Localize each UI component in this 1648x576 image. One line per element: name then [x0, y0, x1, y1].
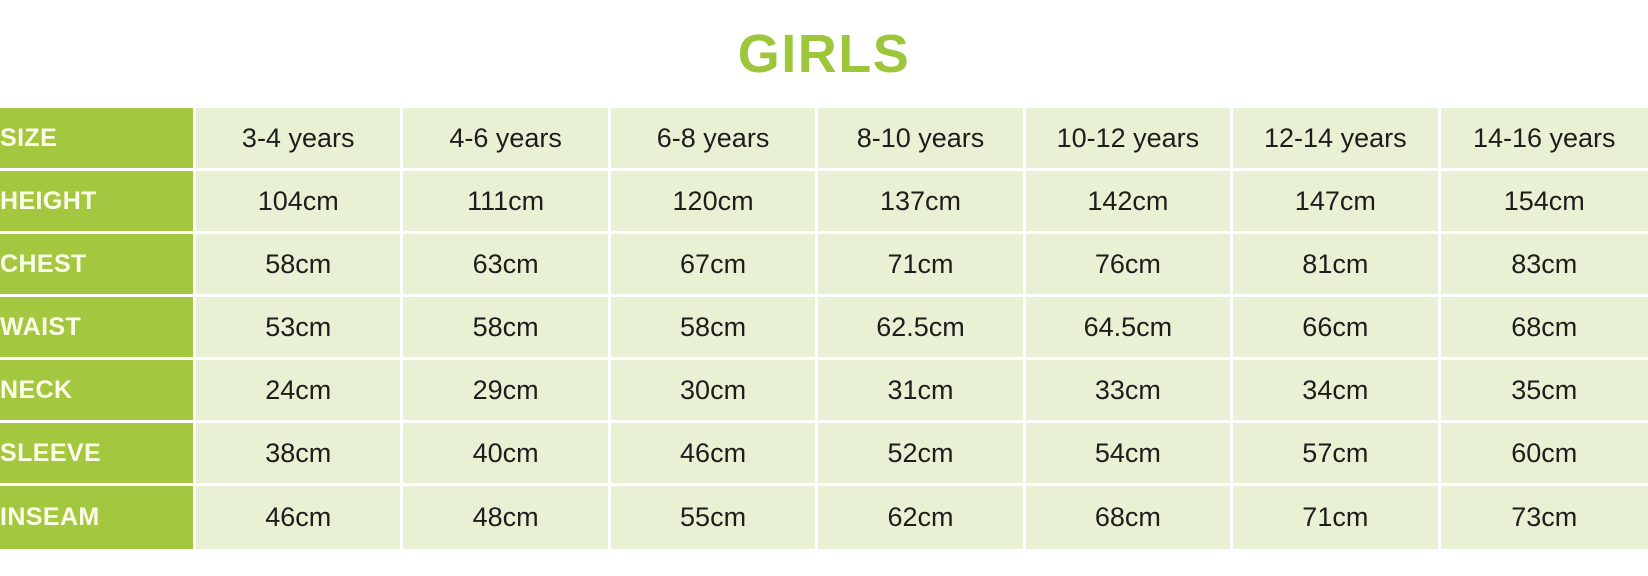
column-header-size-4: 10-12 years [1025, 108, 1234, 171]
table-row: WAIST 53cm 58cm 58cm 62.5cm 64.5cm 66cm … [0, 297, 1648, 360]
title-bar: GIRLS [0, 0, 1648, 108]
column-header-size: SIZE [0, 108, 196, 171]
table-row: NECK 24cm 29cm 30cm 31cm 33cm 34cm 35cm [0, 360, 1648, 423]
cell-sleeve-3-4: 38cm [196, 423, 404, 486]
cell-inseam-10-12: 68cm [1025, 486, 1234, 549]
cell-chest-10-12: 76cm [1025, 234, 1234, 297]
row-label-height: HEIGHT [0, 171, 196, 234]
size-chart-table: SIZE 3-4 years 4-6 years 6-8 years 8-10 … [0, 108, 1648, 549]
cell-sleeve-12-14: 57cm [1233, 423, 1441, 486]
cell-neck-6-8: 30cm [610, 360, 819, 423]
row-label-sleeve: SLEEVE [0, 423, 196, 486]
page-title: GIRLS [737, 24, 911, 84]
cell-height-3-4: 104cm [196, 171, 404, 234]
cell-waist-10-12: 64.5cm [1025, 297, 1234, 360]
column-header-size-5: 12-14 years [1233, 108, 1441, 171]
column-header-size-1: 4-6 years [403, 108, 611, 171]
cell-sleeve-14-16: 60cm [1440, 423, 1648, 486]
cell-neck-12-14: 34cm [1233, 360, 1441, 423]
cell-height-10-12: 142cm [1025, 171, 1234, 234]
cell-sleeve-8-10: 52cm [818, 423, 1026, 486]
cell-neck-8-10: 31cm [818, 360, 1026, 423]
cell-height-14-16: 154cm [1440, 171, 1648, 234]
cell-inseam-6-8: 55cm [610, 486, 819, 549]
column-header-size-0: 3-4 years [196, 108, 404, 171]
cell-waist-12-14: 66cm [1233, 297, 1441, 360]
column-header-size-6: 14-16 years [1440, 108, 1648, 171]
cell-inseam-4-6: 48cm [403, 486, 611, 549]
cell-neck-10-12: 33cm [1025, 360, 1234, 423]
cell-chest-8-10: 71cm [818, 234, 1026, 297]
cell-inseam-14-16: 73cm [1440, 486, 1648, 549]
cell-sleeve-4-6: 40cm [403, 423, 611, 486]
cell-inseam-12-14: 71cm [1233, 486, 1441, 549]
cell-neck-4-6: 29cm [403, 360, 611, 423]
cell-chest-4-6: 63cm [403, 234, 611, 297]
cell-height-12-14: 147cm [1233, 171, 1441, 234]
table-header-row: SIZE 3-4 years 4-6 years 6-8 years 8-10 … [0, 108, 1648, 171]
column-header-size-3: 8-10 years [818, 108, 1026, 171]
cell-sleeve-6-8: 46cm [610, 423, 819, 486]
row-label-inseam: INSEAM [0, 486, 196, 549]
cell-height-8-10: 137cm [818, 171, 1026, 234]
cell-neck-14-16: 35cm [1440, 360, 1648, 423]
row-label-neck: NECK [0, 360, 196, 423]
table-row: CHEST 58cm 63cm 67cm 71cm 76cm 81cm 83cm [0, 234, 1648, 297]
cell-waist-14-16: 68cm [1440, 297, 1648, 360]
cell-chest-3-4: 58cm [196, 234, 404, 297]
cell-sleeve-10-12: 54cm [1025, 423, 1234, 486]
cell-waist-6-8: 58cm [610, 297, 819, 360]
cell-waist-3-4: 53cm [196, 297, 404, 360]
cell-neck-3-4: 24cm [196, 360, 404, 423]
table-row: SLEEVE 38cm 40cm 46cm 52cm 54cm 57cm 60c… [0, 423, 1648, 486]
cell-waist-8-10: 62.5cm [818, 297, 1026, 360]
cell-chest-12-14: 81cm [1233, 234, 1441, 297]
cell-inseam-3-4: 46cm [196, 486, 404, 549]
cell-waist-4-6: 58cm [403, 297, 611, 360]
cell-height-6-8: 120cm [610, 171, 819, 234]
cell-chest-6-8: 67cm [610, 234, 819, 297]
row-label-chest: CHEST [0, 234, 196, 297]
column-header-size-2: 6-8 years [610, 108, 819, 171]
cell-chest-14-16: 83cm [1440, 234, 1648, 297]
table-row: HEIGHT 104cm 111cm 120cm 137cm 142cm 147… [0, 171, 1648, 234]
table-body: HEIGHT 104cm 111cm 120cm 137cm 142cm 147… [0, 171, 1648, 549]
cell-inseam-8-10: 62cm [818, 486, 1026, 549]
cell-height-4-6: 111cm [403, 171, 611, 234]
row-label-waist: WAIST [0, 297, 196, 360]
table-header: SIZE 3-4 years 4-6 years 6-8 years 8-10 … [0, 108, 1648, 171]
table-row: INSEAM 46cm 48cm 55cm 62cm 68cm 71cm 73c… [0, 486, 1648, 549]
